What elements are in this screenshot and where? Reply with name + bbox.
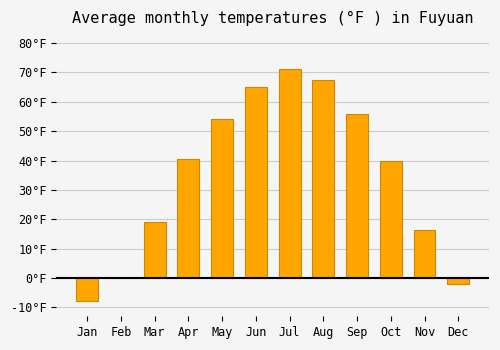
Bar bbox=[144, 222, 166, 278]
Bar bbox=[211, 119, 233, 278]
Bar bbox=[414, 230, 436, 278]
Bar bbox=[76, 278, 98, 301]
Bar bbox=[380, 161, 402, 278]
Bar bbox=[178, 159, 200, 278]
Bar bbox=[346, 113, 368, 278]
Bar bbox=[278, 70, 300, 278]
Title: Average monthly temperatures (°F ) in Fuyuan: Average monthly temperatures (°F ) in Fu… bbox=[72, 11, 473, 26]
Bar bbox=[448, 278, 469, 284]
Bar bbox=[245, 87, 267, 278]
Bar bbox=[312, 80, 334, 278]
